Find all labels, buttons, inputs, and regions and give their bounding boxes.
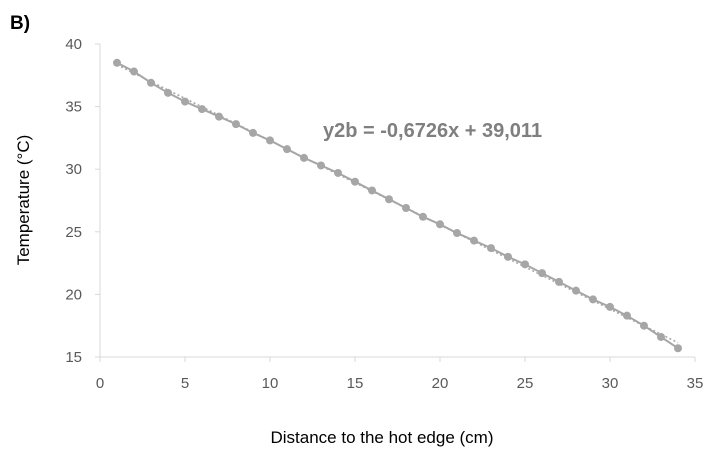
- y-tick-label: 15: [65, 349, 82, 366]
- data-point: [453, 229, 461, 238]
- y-tick-label: 40: [65, 36, 82, 53]
- data-point: [164, 88, 172, 97]
- x-tick-label: 25: [517, 375, 534, 392]
- x-tick-label: 20: [432, 375, 449, 392]
- x-tick-label: 30: [602, 375, 619, 392]
- y-tick-label: 25: [65, 224, 82, 241]
- data-point: [538, 269, 546, 278]
- y-tick-label: 35: [65, 99, 82, 116]
- y-axis-label: Temperature (°C): [14, 135, 33, 266]
- data-point: [436, 220, 444, 229]
- data-point: [283, 145, 291, 154]
- data-point: [113, 58, 121, 67]
- data-point: [657, 332, 665, 341]
- data-point: [266, 136, 274, 145]
- x-tick-label: 0: [96, 375, 104, 392]
- data-points: [113, 58, 682, 353]
- data-point: [521, 260, 529, 269]
- data-point: [351, 177, 359, 186]
- data-point: [470, 236, 478, 245]
- y-tick-label: 20: [65, 286, 82, 303]
- data-point: [215, 112, 223, 121]
- data-point: [589, 295, 597, 304]
- x-tick-label: 5: [181, 375, 189, 392]
- data-point: [130, 67, 138, 76]
- data-point: [623, 311, 631, 320]
- data-point: [402, 204, 410, 213]
- data-point: [198, 105, 206, 114]
- x-tick-labels: 0 5 10 15 20 25 30 35: [96, 357, 704, 392]
- x-tick-label: 10: [262, 375, 279, 392]
- trendline-equation: y2b = -0,6726x + 39,011: [323, 120, 542, 142]
- y-tick-label: 30: [65, 161, 82, 178]
- data-point: [640, 321, 648, 330]
- panel-label: B): [10, 13, 30, 34]
- series-line: [116, 61, 679, 350]
- data-point: [232, 120, 240, 129]
- data-point: [419, 212, 427, 221]
- x-tick-label: 15: [347, 375, 364, 392]
- x-axis-label: Distance to the hot edge (cm): [270, 428, 493, 447]
- data-point: [300, 153, 308, 162]
- data-point: [504, 252, 512, 261]
- x-tick-label: 35: [687, 375, 704, 392]
- data-point: [147, 78, 155, 87]
- trendline: [116, 64, 679, 344]
- data-point: [368, 186, 376, 195]
- data-point: [317, 161, 325, 170]
- data-point: [334, 168, 342, 177]
- data-point: [487, 244, 495, 253]
- data-point: [572, 286, 580, 295]
- data-point: [674, 344, 682, 353]
- y-tick-labels: 15 20 25 30 35 40: [65, 36, 100, 366]
- data-point: [249, 128, 257, 137]
- data-point: [385, 195, 393, 204]
- data-point: [181, 97, 189, 106]
- data-point: [555, 277, 563, 286]
- data-point: [606, 302, 614, 311]
